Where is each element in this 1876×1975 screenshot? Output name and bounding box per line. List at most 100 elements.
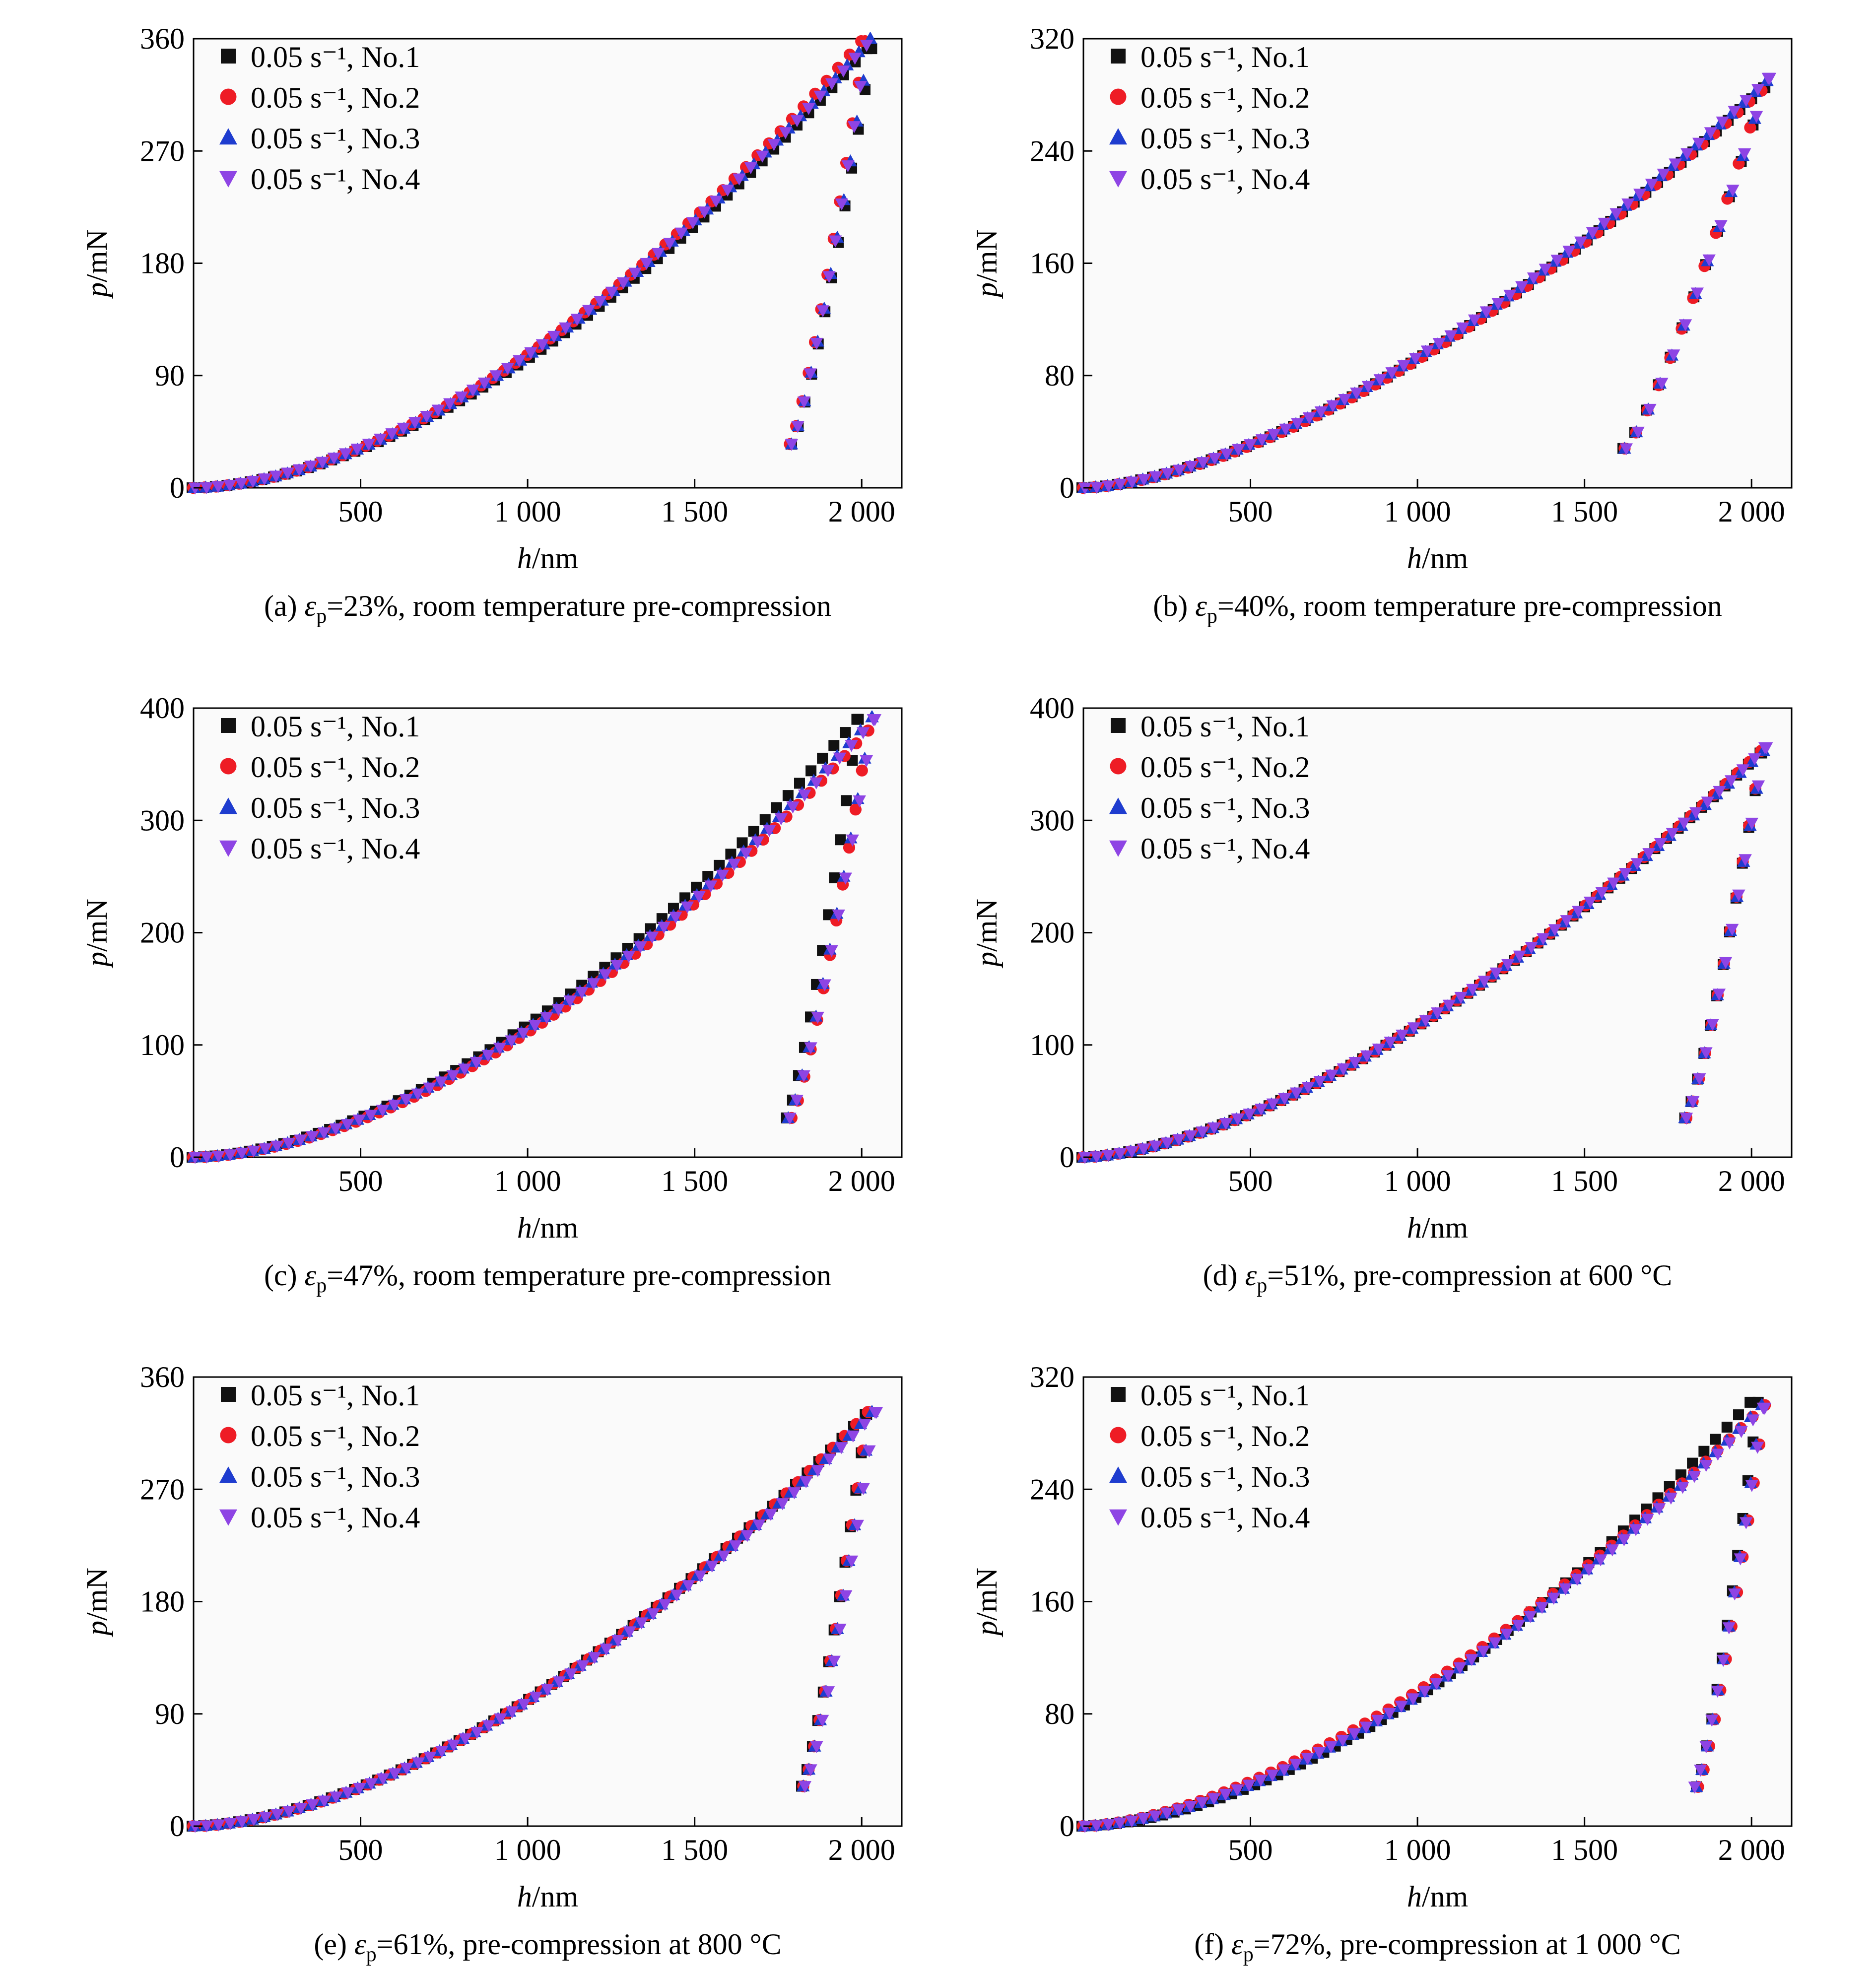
data-point <box>270 1140 284 1153</box>
data-point <box>868 1406 882 1419</box>
x-axis-unit: /nm <box>532 542 578 575</box>
data-point <box>481 1050 495 1062</box>
data-point <box>1125 476 1139 489</box>
y-axis-unit: /mN <box>970 1568 1003 1621</box>
data-point <box>663 238 676 250</box>
data-point <box>1722 1622 1736 1635</box>
data-point <box>1313 1075 1327 1088</box>
y-axis-var: p <box>80 952 113 969</box>
data-point <box>1102 1150 1115 1162</box>
data-point <box>804 368 817 381</box>
data-point <box>1395 1701 1408 1713</box>
data-point <box>1501 959 1515 972</box>
data-point <box>1689 807 1703 819</box>
data-point <box>1607 877 1620 890</box>
data-point <box>1687 1471 1701 1483</box>
data-point <box>223 1818 237 1830</box>
data-point <box>851 1519 865 1532</box>
data-point <box>739 848 753 860</box>
data-point <box>1385 367 1399 380</box>
data-point <box>1372 1044 1386 1056</box>
data-point <box>1231 1113 1245 1126</box>
data-point <box>1301 1081 1315 1094</box>
data-point <box>212 1150 225 1163</box>
data-point <box>1453 1662 1467 1675</box>
legend: 0.05 s⁻¹, No.1 0.05 s⁻¹, No.2 0.05 s⁻¹, No… <box>219 1379 420 1534</box>
legend-label: 0.05 s⁻¹, No.4 <box>251 832 420 865</box>
data-point <box>489 370 503 383</box>
legend-marker <box>1109 797 1127 814</box>
data-point <box>832 909 845 922</box>
data-point <box>797 1070 810 1083</box>
caption-symbol: ε <box>305 1259 317 1292</box>
data-point <box>1477 976 1491 988</box>
y-tick-label: 300 <box>140 804 185 837</box>
legend: 0.05 s⁻¹, No.1 0.05 s⁻¹, No.2 0.05 s⁻¹, No… <box>1109 1379 1310 1534</box>
data-point <box>1617 1534 1631 1547</box>
chart-panel-f: 500 1 000 1 500 2 000 0 80 160 240 320 h/nm p/mN 0.… <box>970 1361 1793 1966</box>
data-point <box>853 714 864 725</box>
data-point <box>791 421 804 433</box>
data-point <box>235 478 248 490</box>
data-point <box>447 1739 461 1752</box>
data-point <box>651 248 665 260</box>
data-point <box>269 470 283 483</box>
data-point <box>1196 457 1210 469</box>
x-axis-label: h/nm <box>1407 1211 1468 1244</box>
data-point <box>1350 388 1363 400</box>
data-point <box>1479 306 1493 319</box>
data-point <box>1559 1583 1572 1595</box>
y-axis-label: p/mN <box>80 1568 113 1638</box>
data-point <box>714 859 725 871</box>
data-point <box>1326 400 1340 412</box>
data-point <box>1712 988 1726 1001</box>
legend-label: 0.05 s⁻¹, No.3 <box>1140 122 1310 155</box>
data-point <box>1657 168 1670 181</box>
data-point <box>1550 255 1564 267</box>
data-point <box>1207 1793 1221 1805</box>
data-point <box>825 945 838 957</box>
x-axis-var: h <box>1407 542 1422 575</box>
data-point <box>1503 289 1517 302</box>
data-point <box>1512 1620 1526 1632</box>
data-point <box>1371 1714 1385 1727</box>
legend-label: 0.05 s⁻¹, No.3 <box>1140 1460 1310 1493</box>
data-point <box>1745 1480 1758 1492</box>
x-axis-label: h/nm <box>517 542 578 575</box>
y-tick-label: 360 <box>140 22 185 55</box>
data-point <box>1476 1646 1490 1658</box>
legend-marker <box>219 128 237 145</box>
data-point <box>1598 217 1611 230</box>
data-point <box>816 305 830 318</box>
data-point <box>797 396 811 409</box>
data-point <box>212 1819 225 1832</box>
x-tick-label: 1 000 <box>1384 495 1451 528</box>
data-point <box>529 1692 542 1704</box>
x-tick-label: 1 000 <box>494 495 561 528</box>
caption-subscript: p <box>316 605 327 628</box>
legend-marker <box>1111 49 1126 64</box>
y-tick-label: 320 <box>1030 22 1074 55</box>
data-point <box>674 227 688 240</box>
data-point <box>564 1668 578 1681</box>
data-point <box>863 1445 876 1457</box>
data-point <box>798 790 811 802</box>
data-point <box>804 1042 817 1054</box>
x-tick-label: 500 <box>338 1834 383 1866</box>
y-tick-label: 90 <box>155 1698 185 1730</box>
data-point <box>853 795 866 808</box>
data-point <box>470 1727 484 1739</box>
caption-text: =47%, room temperature pre-compression <box>327 1259 831 1292</box>
data-point <box>517 1699 531 1712</box>
caption-subscript: p <box>316 1274 327 1297</box>
data-point <box>292 464 306 476</box>
y-tick-label: 270 <box>140 1473 185 1506</box>
data-point <box>1629 1524 1643 1536</box>
data-point <box>329 1791 343 1804</box>
data-point <box>1515 281 1529 293</box>
legend-label: 0.05 s⁻¹, No.1 <box>1140 1379 1310 1412</box>
y-tick-label: 0 <box>1060 1141 1074 1174</box>
data-point <box>1359 1721 1373 1734</box>
data-point <box>1456 322 1470 335</box>
data-point <box>411 1757 425 1770</box>
